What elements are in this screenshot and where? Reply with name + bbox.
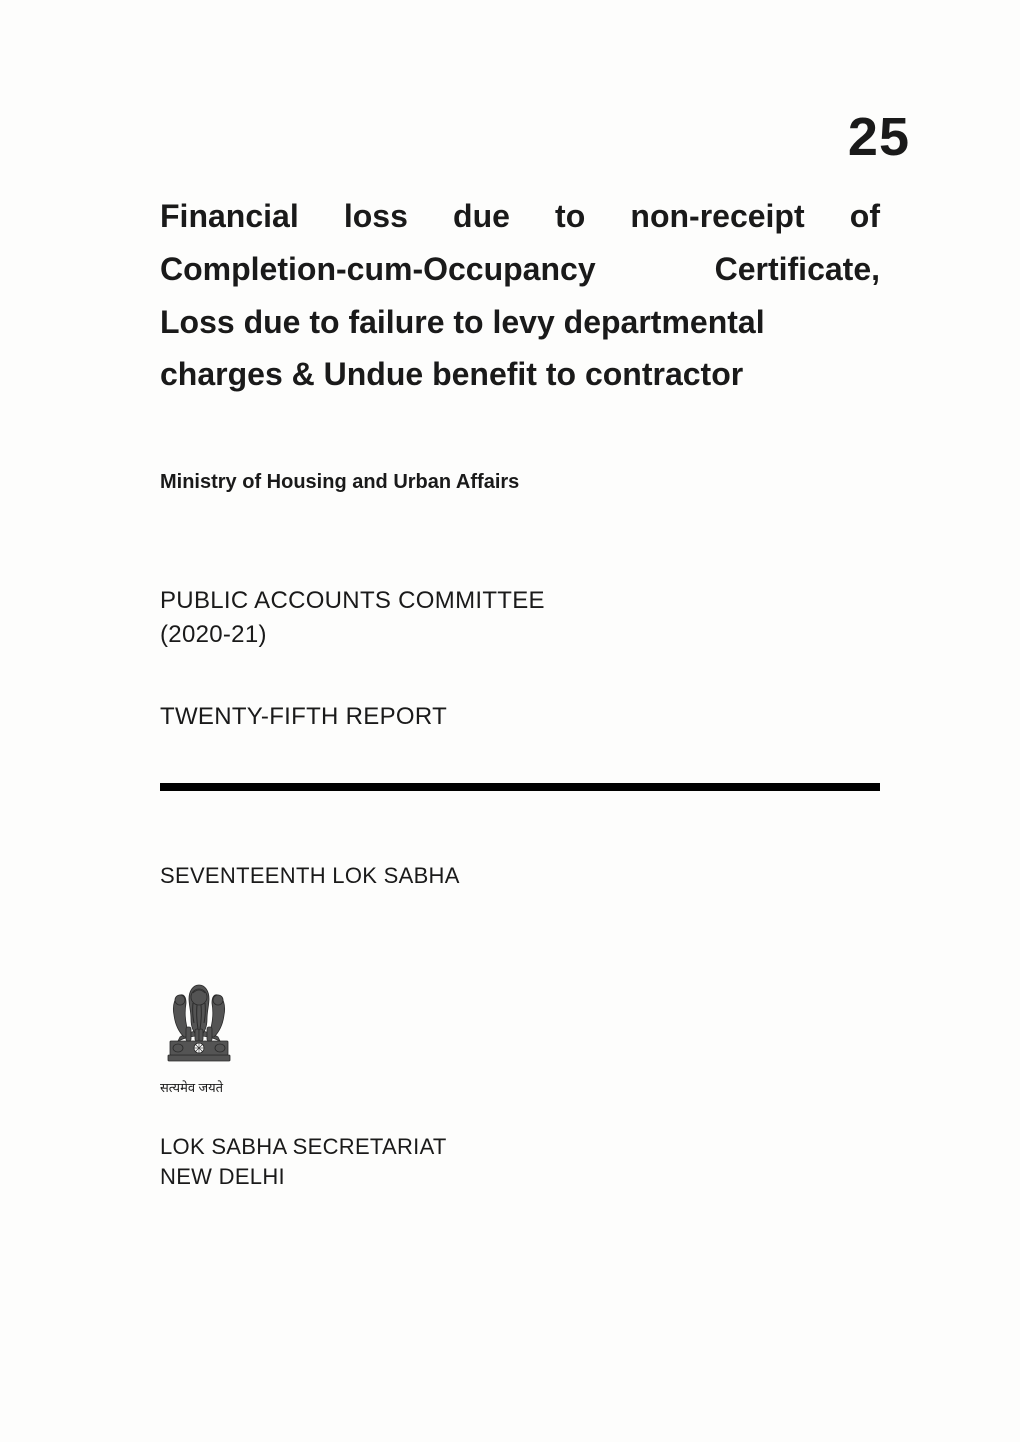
horizontal-rule [160, 783, 880, 791]
title-word: non-receipt [630, 190, 804, 243]
title-line-4: charges & Undue benefit to contractor [160, 348, 880, 401]
title-line-1: Financial loss due to non-receipt of [160, 190, 880, 243]
title-word: loss [344, 190, 408, 243]
legislature-name: SEVENTEENTH LOK SABHA [160, 863, 880, 889]
emblem-motto: सत्यमेव जयते [160, 1081, 880, 1098]
title-word: Financial [160, 190, 299, 243]
secretariat-block: LOK SABHA SECRETARIAT NEW DELHI [160, 1132, 880, 1191]
report-title: Financial loss due to non-receipt of Com… [160, 190, 880, 401]
secretariat-line-2: NEW DELHI [160, 1162, 880, 1192]
page: 25 Financial loss due to non-receipt of … [0, 0, 1020, 1442]
secretariat-line-1: LOK SABHA SECRETARIAT [160, 1132, 880, 1162]
ministry-name: Ministry of Housing and Urban Affairs [160, 471, 880, 494]
committee-block: PUBLIC ACCOUNTS COMMITTEE (2020-21) [160, 584, 880, 651]
committee-session: (2020-21) [160, 618, 880, 652]
title-word: due [453, 190, 510, 243]
title-word: Certificate, [715, 243, 880, 296]
committee-name: PUBLIC ACCOUNTS COMMITTEE [160, 584, 880, 618]
title-word: to [555, 190, 585, 243]
state-emblem-icon [160, 967, 238, 1077]
report-ordinal: TWENTY-FIFTH REPORT [160, 703, 880, 731]
state-emblem: सत्यमेव जयते [160, 967, 880, 1098]
title-word: of [850, 190, 880, 243]
report-number: 25 [848, 106, 910, 168]
title-line-3: Loss due to failure to levy departmental [160, 296, 880, 349]
title-line-2: Completion-cum-Occupancy Certificate, [160, 243, 880, 296]
title-word: Completion-cum-Occupancy [160, 243, 596, 296]
